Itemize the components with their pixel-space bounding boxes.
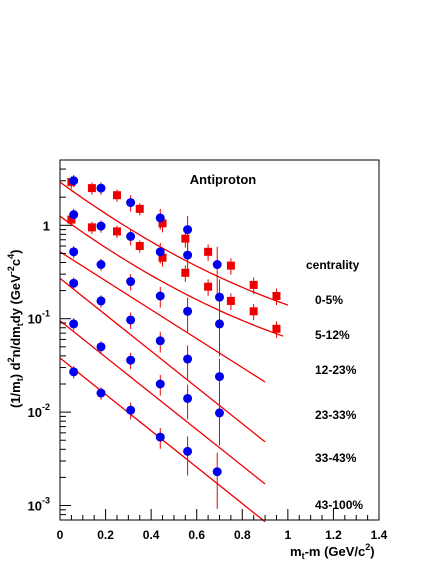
circle-marker-0-0 (69, 176, 79, 186)
fit-curve-0 (59, 181, 289, 306)
circle-marker-5-3 (155, 432, 165, 442)
circle-marker-1-5 (215, 292, 224, 302)
circle-marker-5-1 (96, 388, 106, 398)
legend-label-5: 43-100% (315, 498, 363, 512)
circle-marker-1-4 (183, 250, 193, 260)
y-axis-label: (1/mt) d2n/dmtdy (GeV-2c4) (6, 250, 25, 408)
fit-curve-2 (59, 251, 266, 383)
square-marker-0-9 (272, 292, 281, 301)
square-marker-0-7 (226, 261, 235, 270)
circle-marker-3-3 (155, 336, 165, 346)
circle-marker-0-5 (212, 260, 222, 270)
circle-marker-3-0 (69, 278, 79, 288)
legend-label-2: 12-23% (315, 363, 357, 377)
square-marker-1-2 (112, 227, 121, 236)
square-marker-0-1 (87, 184, 96, 193)
square-marker-1-0 (67, 215, 76, 224)
circle-marker-3-5 (215, 372, 224, 382)
x-tick-label-5: 1 (285, 528, 292, 542)
square-marker-1-9 (272, 324, 281, 333)
square-marker-0-2 (112, 191, 121, 200)
x-axis-label: mt-m (GeV/c2) (290, 542, 375, 561)
fit-curve-1 (59, 215, 284, 337)
x-tick-label-6: 1.2 (325, 528, 342, 542)
circle-marker-0-1 (96, 183, 106, 193)
legend-title: centrality (306, 258, 360, 272)
axes: 0 0.2 0.4 0.6 0.8 1 1.2 1.4 1 10-1 10-2 10-3 (28, 159, 388, 542)
fit-curve-3 (59, 277, 266, 443)
x-tick-label-0: 0 (57, 528, 64, 542)
circle-marker-2-5 (215, 319, 224, 329)
chart-title: Antiproton (190, 172, 256, 187)
legend-label-0: 0-5% (315, 293, 343, 307)
circle-marker-2-2 (126, 277, 136, 287)
circle-marker-2-3 (155, 291, 165, 301)
square-marker-0-8 (249, 280, 258, 289)
y-tick-label-0: 1 (43, 218, 50, 233)
square-marker-0-5 (181, 234, 190, 243)
x-tick-label-7: 1.4 (371, 528, 388, 542)
circle-marker-2-1 (96, 260, 106, 270)
circle-marker-4-4 (183, 393, 193, 403)
square-marker-0-4 (158, 219, 167, 228)
circle-marker-1-2 (126, 231, 136, 241)
y-tick-label-1: 10-1 (28, 309, 50, 327)
square-marker-1-8 (249, 307, 258, 316)
square-marker-1-1 (87, 223, 96, 232)
circle-marker-5-5 (212, 467, 222, 477)
circle-marker-3-4 (183, 354, 193, 364)
square-marker-1-7 (226, 296, 235, 305)
circle-marker-2-0 (69, 247, 79, 257)
square-marker-1-6 (204, 282, 213, 291)
circle-marker-0-3 (155, 213, 165, 223)
legend-label-3: 23-33% (315, 408, 357, 422)
x-tick-label-2: 0.4 (143, 528, 160, 542)
x-tick-label-1: 0.2 (97, 528, 114, 542)
circle-marker-4-3 (155, 379, 165, 389)
circle-marker-4-2 (126, 355, 136, 365)
data-markers (67, 176, 281, 477)
circle-marker-0-2 (126, 198, 136, 208)
circle-marker-4-5 (215, 408, 224, 418)
square-marker-1-4 (158, 253, 167, 262)
y-tick-label-2: 10-2 (28, 402, 50, 420)
square-marker-1-5 (181, 268, 190, 277)
circle-marker-2-4 (183, 306, 193, 316)
circle-marker-3-1 (96, 296, 106, 306)
circle-marker-5-2 (126, 405, 136, 415)
circle-marker-4-0 (69, 319, 79, 329)
circle-marker-5-4 (183, 446, 193, 456)
fit-curve-4 (59, 320, 266, 485)
circle-marker-3-2 (126, 315, 136, 325)
circle-marker-1-0 (69, 210, 79, 220)
x-tick-label-4: 0.8 (234, 528, 251, 542)
circle-marker-1-1 (96, 221, 106, 231)
circle-marker-1-3 (155, 247, 165, 257)
y-tick-label-3: 10-3 (28, 496, 50, 514)
x-tick-label-3: 0.6 (188, 528, 205, 542)
circle-marker-4-1 (96, 342, 106, 352)
square-marker-0-6 (204, 247, 213, 256)
circle-marker-0-4 (183, 225, 193, 235)
legend-label-1: 5-12% (315, 328, 350, 342)
legend-label-4: 33-43% (315, 451, 357, 465)
square-marker-0-3 (135, 204, 144, 213)
circle-marker-5-0 (69, 367, 79, 377)
square-marker-1-3 (135, 242, 144, 251)
